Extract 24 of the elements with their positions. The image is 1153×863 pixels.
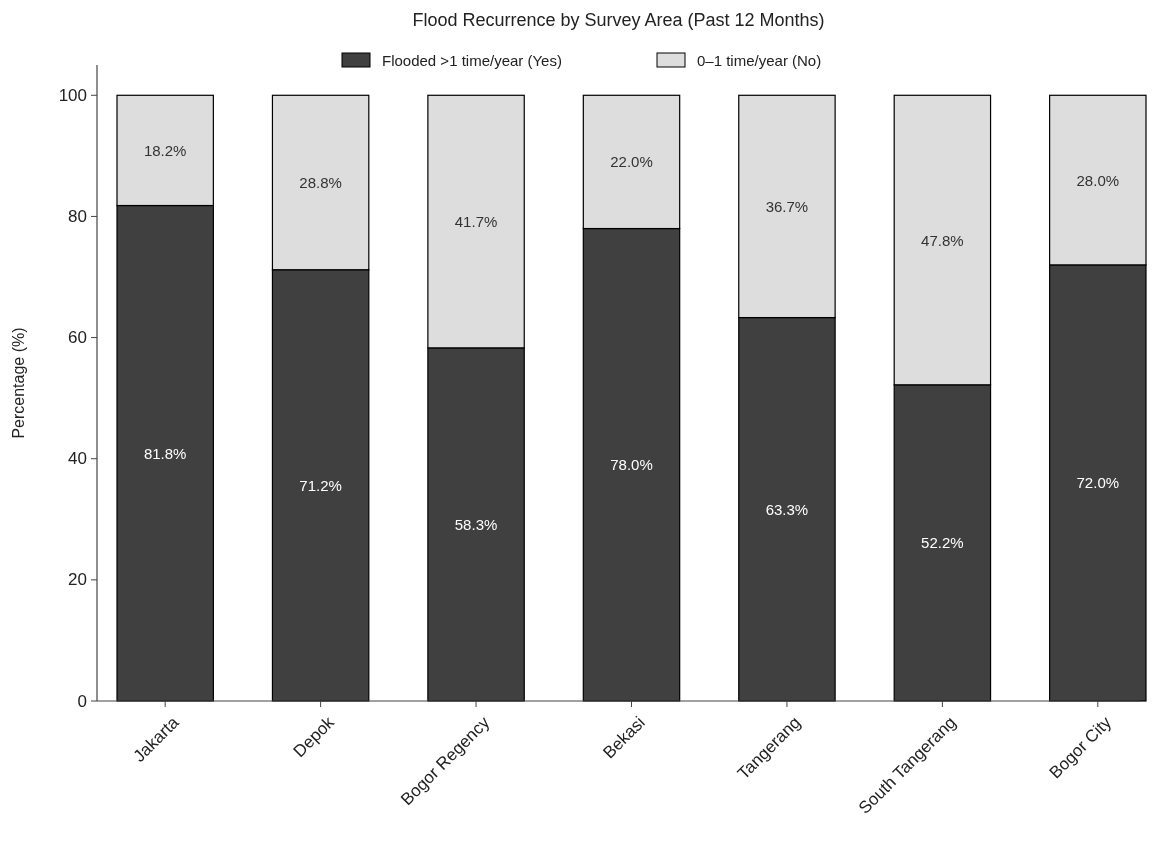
data-label: 18.2% (143, 141, 187, 159)
data-label: 52.2% (921, 534, 964, 552)
data-label: 72.0% (1076, 474, 1120, 492)
data-label: 71.2% (299, 476, 342, 494)
data-label: 28.0% (1076, 171, 1120, 189)
y-axis-title: Percentage (%) (10, 327, 27, 439)
data-label: 22.0% (610, 153, 653, 171)
y-tick-label: 80 (68, 206, 87, 226)
legend-label: 0–1 time/year (No) (697, 51, 822, 69)
data-label: 58.3% (454, 515, 498, 533)
data-label: 63.3% (765, 500, 809, 518)
chart-title: Flood Recurrence by Survey Area (Past 12 Months) (412, 10, 825, 30)
data-label: 81.8% (143, 444, 187, 462)
data-label: 36.7% (765, 197, 809, 215)
y-tick-label: 0 (77, 691, 87, 711)
y-tick-label: 20 (68, 570, 87, 590)
data-label: 41.7% (454, 213, 498, 231)
data-label: 78.0% (610, 456, 653, 474)
y-tick-label: 60 (68, 328, 87, 348)
y-tick-label: 100 (58, 85, 87, 105)
data-label: 47.8% (921, 231, 964, 249)
y-tick-label: 40 (68, 449, 87, 469)
legend-label: Flooded >1 time/year (Yes) (382, 51, 562, 69)
data-label: 28.8% (299, 174, 342, 192)
